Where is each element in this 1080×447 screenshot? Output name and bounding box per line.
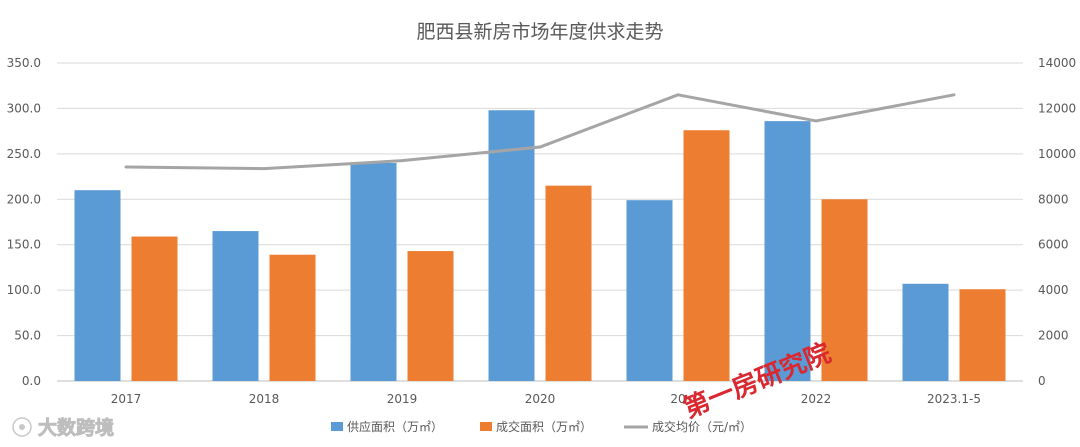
- y-left-tick-label: 250.0: [7, 147, 41, 161]
- legend-swatch: [480, 422, 492, 431]
- bar-sales-2017: [131, 236, 178, 381]
- y-right-tick-label: 0: [1038, 374, 1046, 388]
- y-right-tick-label: 12000: [1038, 101, 1076, 115]
- x-tick-label: 2018: [249, 392, 280, 406]
- bar-supply-2022: [764, 121, 811, 382]
- y-right-tick-label: 14000: [1038, 56, 1076, 70]
- legend-swatch: [331, 422, 343, 431]
- bar-sales-2023.1-5: [959, 289, 1006, 381]
- bar-series: [74, 110, 1006, 382]
- y-axis-left: 0.0 50.0 100.0 150.0 200.0 250.0 300.0 350.0: [7, 56, 41, 388]
- x-tick-label: 2023.1-5: [927, 392, 981, 406]
- line-series: [124, 93, 956, 171]
- x-tick-label: 2022: [801, 392, 832, 406]
- bar-supply-2019: [350, 162, 397, 381]
- gridlines: [57, 62, 1023, 382]
- y-left-tick-label: 100.0: [7, 283, 41, 297]
- y-left-tick-label: 150.0: [7, 238, 41, 252]
- bar-supply-2020: [488, 110, 535, 381]
- legend-label: 供应面积（万㎡）: [347, 419, 443, 434]
- x-tick-label: 2017: [111, 392, 142, 406]
- bar-supply-2021: [626, 200, 673, 381]
- brand-logo-icon: [12, 417, 32, 437]
- bar-supply-2023.1-5: [902, 283, 949, 381]
- bar-sales-2021: [683, 130, 730, 381]
- bar-sales-2022: [821, 199, 868, 381]
- legend: 供应面积（万㎡） 成交面积（万㎡） 成交均价（元/㎡）: [331, 419, 752, 434]
- y-axis-right: 0 2000 4000 6000 8000 10000 12000 14000: [1038, 56, 1076, 388]
- chart-title: 肥西县新房市场年度供求走势: [416, 21, 663, 43]
- bar-supply-2017: [74, 190, 121, 381]
- bar-supply-2018: [212, 231, 259, 381]
- y-right-tick-label: 2000: [1038, 329, 1069, 343]
- x-tick-label: 20: [670, 392, 685, 406]
- y-left-tick-label: 350.0: [7, 56, 41, 70]
- y-left-tick-label: 200.0: [7, 192, 41, 206]
- bar-sales-2018: [269, 254, 316, 381]
- brand-logo-icon-dot: [19, 424, 25, 430]
- bar-sales-2019: [407, 251, 454, 381]
- y-right-tick-label: 10000: [1038, 147, 1076, 161]
- x-axis: 2017 2018 2019 2020 20 2022 2023.1-5: [111, 392, 981, 406]
- y-left-tick-label: 300.0: [7, 101, 41, 115]
- y-left-tick-label: 0.0: [22, 374, 41, 388]
- x-tick-label: 2019: [387, 392, 418, 406]
- line-average-price: [124, 93, 956, 171]
- y-right-tick-label: 4000: [1038, 283, 1069, 297]
- y-right-tick-label: 6000: [1038, 238, 1069, 252]
- legend-label: 成交面积（万㎡）: [496, 419, 592, 434]
- legend-label: 成交均价（元/㎡）: [652, 419, 752, 434]
- bar-sales-2020: [545, 185, 592, 381]
- brand-logo-text: 大数跨境: [38, 416, 114, 439]
- brand-logo: 大数跨境: [12, 416, 114, 439]
- y-left-tick-label: 50.0: [14, 329, 41, 343]
- y-right-tick-label: 8000: [1038, 192, 1069, 206]
- x-tick-label: 2020: [525, 392, 556, 406]
